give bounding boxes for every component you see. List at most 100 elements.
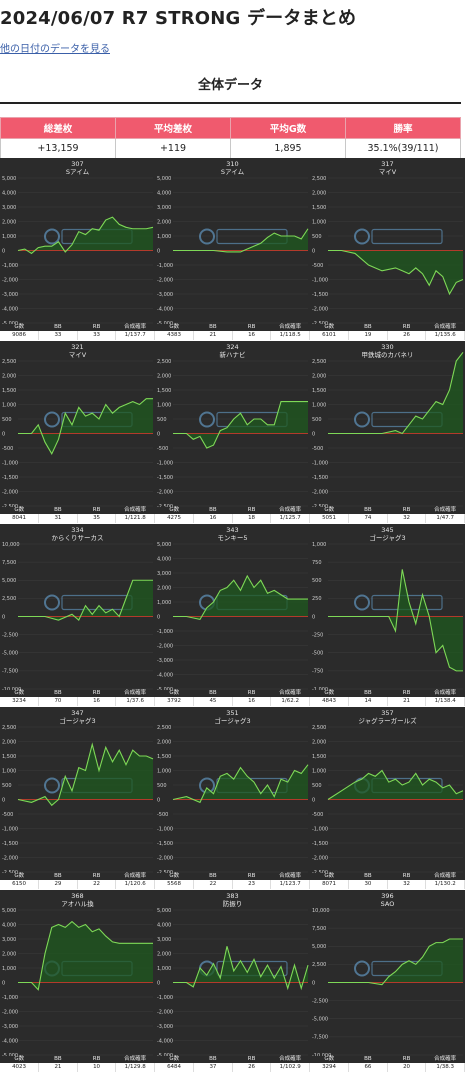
y-tick-label: -1,000 <box>157 263 173 269</box>
stats-header-cell: 合成確率 <box>270 1056 310 1063</box>
y-tick-label: 10,000 <box>312 908 330 914</box>
y-tick-label: -1,500 <box>157 475 173 481</box>
stats-value-cell: 1/137.7 <box>115 331 155 340</box>
y-tick-label: 500 <box>312 234 322 240</box>
y-tick-label: -2,500 <box>157 504 173 509</box>
machine-number: 324 <box>226 343 239 351</box>
stats-header-cell: BB <box>193 507 233 514</box>
anaslo-logo-icon <box>354 411 370 428</box>
y-tick-label: -3,000 <box>2 1024 18 1030</box>
stats-value-cell: 45 <box>193 697 233 706</box>
stats-value-cell: 21 <box>193 331 233 340</box>
stats-header-cell: BB <box>193 690 233 697</box>
machine-chart-panel: 2,500 2,000 1,500 1,000 500 0 -500 -1,000 -1,500… <box>310 707 465 889</box>
y-tick-label: 2,000 <box>157 585 171 591</box>
y-tick-label: 2,500 <box>312 962 326 968</box>
y-tick-label: -1,500 <box>2 475 18 481</box>
difference-line-chart: 2,500 2,000 1,500 1,000 500 0 -500 -1,000 -1,500… <box>157 725 309 875</box>
y-tick-label: 3,000 <box>157 205 171 211</box>
y-tick-label: 0 <box>157 797 160 803</box>
stats-header-row: G数 BB RB 合成確率 <box>310 507 465 514</box>
machine-chart-panel: 2,500 2,000 1,500 1,000 500 0 -500 -1,000 -1,500… <box>0 341 155 523</box>
y-tick-label: 1,500 <box>312 754 326 760</box>
y-tick-label: -2,000 <box>2 277 18 283</box>
stats-value-cell: 23 <box>232 880 272 889</box>
y-tick-label: 3,000 <box>2 937 16 943</box>
stats-header-cell: 合成確率 <box>425 690 465 697</box>
stats-value-row: 3294 66 20 1/38.3 <box>310 1063 465 1072</box>
difference-line-chart: 5,000 4,000 3,000 2,000 1,000 0 -1,000 -2,000 -3… <box>157 176 309 326</box>
stats-header-cell: G数 <box>0 690 39 697</box>
y-tick-label: -5,000 <box>157 321 173 326</box>
y-tick-label: 2,500 <box>312 359 326 365</box>
y-tick-label: 1,000 <box>2 402 16 408</box>
stats-value-cell: 1/38.3 <box>425 1063 465 1072</box>
machine-chart-panel: 2,500 2,000 1,500 1,000 500 0 -500 -1,000 -1,500… <box>155 707 310 889</box>
stats-header-cell: RB <box>77 690 116 697</box>
other-dates-link[interactable]: 他の日付のデータを見る <box>0 44 110 55</box>
stats-header-cell: RB <box>387 873 426 880</box>
stats-header-cell: G数 <box>155 873 194 880</box>
y-tick-label: 2,000 <box>2 219 16 225</box>
stats-header-cell: BB <box>38 507 78 514</box>
stats-value-cell: 1/121.8 <box>115 514 155 523</box>
difference-line <box>328 249 464 296</box>
y-tick-label: 2,500 <box>2 596 16 602</box>
stats-header-row: G数 BB RB 合成確率 <box>155 690 310 697</box>
summary-header-win-rate: 勝率 <box>345 117 461 139</box>
difference-area <box>173 946 308 989</box>
stats-header-cell: RB <box>387 1056 426 1063</box>
stats-header-cell: BB <box>38 1056 78 1063</box>
machine-chart-panel: 2,500 2,000 1,500 1,000 500 0 -500 -1,000 -1,500… <box>310 158 465 340</box>
stats-value-cell: 1/47.7 <box>425 514 465 523</box>
y-tick-label: -2,000 <box>312 855 328 861</box>
machine-chart-header: 334 からくりサーカス <box>0 526 155 542</box>
machine-stats-table: G数 BB RB 合成確率 8041 31 35 1/121.8 <box>0 507 155 523</box>
stats-header-cell: 合成確率 <box>270 690 310 697</box>
stats-value-cell: 1/118.5 <box>270 331 310 340</box>
stats-header-cell: BB <box>348 873 388 880</box>
machine-name: Sアイム <box>220 168 245 176</box>
y-tick-label: -500 <box>312 812 323 818</box>
stats-value-cell: 32 <box>387 514 427 523</box>
difference-line-chart: 5,000 4,000 3,000 2,000 1,000 0 -1,000 -2,000 -3… <box>157 908 309 1058</box>
summary-value-total: +13,159 <box>0 138 116 159</box>
section-title: 全体データ <box>197 78 263 93</box>
stats-value-cell: 8041 <box>0 514 40 523</box>
machine-number: 334 <box>71 526 84 534</box>
machine-chart-header: 396 SAO <box>310 892 465 908</box>
machine-name: 甲鉄城のカバネリ <box>361 351 414 359</box>
stats-header-cell: G数 <box>155 324 194 331</box>
y-tick-label: -5,000 <box>2 651 18 657</box>
y-tick-label: 500 <box>312 578 322 584</box>
stats-value-cell: 9086 <box>0 331 40 340</box>
stats-value-cell: 66 <box>348 1063 388 1072</box>
machine-name: ジャグラーガールズ <box>358 717 417 725</box>
y-tick-label: -1,000 <box>157 995 173 1001</box>
stats-value-cell: 31 <box>38 514 78 523</box>
machine-chart-header: 330 甲鉄城のカバネリ <box>310 343 465 359</box>
y-tick-label: -500 <box>312 446 323 452</box>
stats-header-row: G数 BB RB 合成確率 <box>155 1056 310 1063</box>
machine-stats-table: G数 BB RB 合成確率 3294 66 20 1/38.3 <box>310 1056 465 1072</box>
y-tick-label: -1,000 <box>2 263 18 269</box>
difference-area <box>328 352 463 434</box>
stats-header-cell: RB <box>387 507 426 514</box>
y-tick-label: 2,500 <box>157 359 171 365</box>
machine-stats-table: G数 BB RB 合成確率 6150 29 22 1/120.6 <box>0 873 155 889</box>
stats-value-row: 6484 37 26 1/102.9 <box>155 1063 310 1072</box>
stats-value-cell: 20 <box>387 1063 427 1072</box>
stats-value-cell: 16 <box>77 697 117 706</box>
anaslo-logo-icon <box>354 960 370 977</box>
stats-value-cell: 1/129.8 <box>115 1063 155 1072</box>
y-tick-label: 1,500 <box>312 205 326 211</box>
y-tick-label: -1,500 <box>312 292 328 298</box>
y-tick-label: 4,000 <box>157 190 171 196</box>
machine-number: 321 <box>71 343 84 351</box>
stats-value-cell: 16 <box>232 697 272 706</box>
y-tick-label: 1,000 <box>2 966 16 972</box>
anaslo-logo-frame <box>371 228 443 245</box>
difference-area <box>18 744 153 806</box>
machine-chart-panel: 2,500 2,000 1,500 1,000 500 0 -500 -1,000 -1,500… <box>310 341 465 523</box>
stats-header-cell: G数 <box>310 1056 349 1063</box>
